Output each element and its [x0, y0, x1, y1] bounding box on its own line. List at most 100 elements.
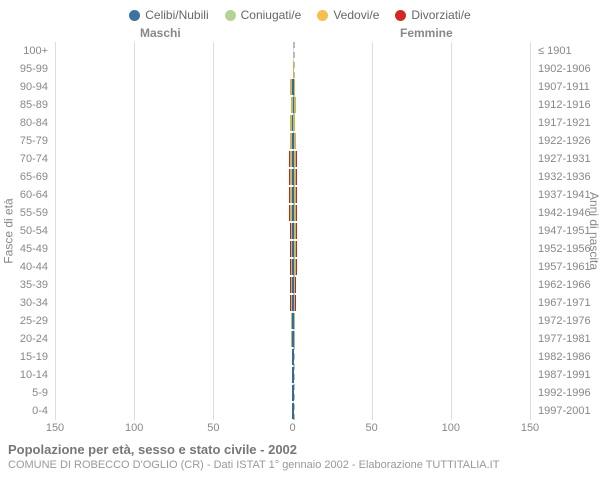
birth-label: 1997-2001	[538, 402, 600, 420]
segment	[293, 403, 294, 419]
birth-label: 1967-1971	[538, 294, 600, 312]
segment	[293, 349, 294, 365]
segment	[294, 331, 295, 347]
birth-label: 1987-1991	[538, 366, 600, 384]
x-tick: 0	[289, 422, 295, 434]
legend-item: Vedovi/e	[317, 8, 379, 22]
age-label: 95-99	[0, 60, 48, 78]
age-label: 35-39	[0, 276, 48, 294]
bar-container	[55, 61, 530, 77]
pyramid-row: 65-69 1932-1936	[0, 168, 600, 186]
pyramid-row: 45-491952-1956	[0, 240, 600, 258]
pyramid-row: 15-19 1982-1986	[0, 348, 600, 366]
pyramid-row: 55-591942-1946	[0, 204, 600, 222]
birth-label: 1962-1966	[538, 276, 600, 294]
female-bar	[293, 205, 297, 221]
segment	[293, 367, 294, 383]
pyramid-row: 30-34 1967-1971	[0, 294, 600, 312]
age-label: 70-74	[0, 150, 48, 168]
legend-label: Celibi/Nubili	[145, 8, 208, 22]
birth-label: 1932-1936	[538, 168, 600, 186]
female-bar	[293, 115, 295, 131]
legend-swatch	[395, 10, 406, 21]
legend-item: Divorziati/e	[395, 8, 470, 22]
segment	[295, 295, 296, 311]
bar-container	[55, 385, 530, 401]
age-label: 30-34	[0, 294, 48, 312]
x-tick: 150	[521, 422, 539, 434]
segment	[296, 151, 297, 167]
bar-container	[55, 169, 530, 185]
age-label: 45-49	[0, 240, 48, 258]
birth-label: ≤ 1901	[538, 42, 600, 60]
female-bar	[293, 79, 295, 95]
x-tick: 50	[207, 422, 219, 434]
pyramid-row: 35-39 1962-1966	[0, 276, 600, 294]
birth-label: 1917-1921	[538, 114, 600, 132]
age-label: 65-69	[0, 168, 48, 186]
segment	[295, 277, 296, 293]
female-bar	[293, 259, 297, 275]
bar-container	[55, 349, 530, 365]
bar-container	[55, 313, 530, 329]
legend-item: Celibi/Nubili	[129, 8, 208, 22]
age-label: 90-94	[0, 78, 48, 96]
birth-label: 1922-1926	[538, 132, 600, 150]
pyramid-row: 60-641937-1941	[0, 186, 600, 204]
female-bar	[293, 385, 294, 401]
birth-label: 1982-1986	[538, 348, 600, 366]
bar-container	[55, 241, 530, 257]
bar-container	[55, 277, 530, 293]
x-axis: 15010050050100150	[55, 420, 530, 436]
birth-label: 1907-1911	[538, 78, 600, 96]
bar-container	[55, 223, 530, 239]
segment	[296, 205, 297, 221]
age-label: 100+	[0, 42, 48, 60]
birth-label: 1992-1996	[538, 384, 600, 402]
segment	[295, 133, 296, 149]
female-bar	[293, 349, 294, 365]
birth-label: 1977-1981	[538, 330, 600, 348]
pyramid-row: 20-24 1977-1981	[0, 330, 600, 348]
legend-item: Coniugati/e	[225, 8, 302, 22]
birth-label: 1947-1951	[538, 222, 600, 240]
chart-footer: Popolazione per età, sesso e stato civil…	[0, 436, 600, 471]
age-label: 40-44	[0, 258, 48, 276]
age-label: 15-19	[0, 348, 48, 366]
female-bar	[293, 313, 295, 329]
age-label: 20-24	[0, 330, 48, 348]
female-bar	[293, 133, 296, 149]
legend-label: Coniugati/e	[241, 8, 302, 22]
legend-swatch	[317, 10, 328, 21]
female-bar	[293, 367, 294, 383]
birth-label: 1927-1931	[538, 150, 600, 168]
female-bar	[293, 151, 297, 167]
segment	[296, 187, 297, 203]
female-bar	[293, 169, 297, 185]
segment	[296, 259, 297, 275]
header-female: Femmine	[400, 26, 453, 40]
pyramid-row: 70-74 1927-1931	[0, 150, 600, 168]
header-male: Maschi	[140, 26, 181, 40]
gender-headers: Maschi Femmine	[0, 26, 600, 42]
segment	[296, 241, 297, 257]
pyramid-row: 85-891912-1916	[0, 96, 600, 114]
pyramid-row: 5-91992-1996	[0, 384, 600, 402]
x-tick: 100	[442, 422, 460, 434]
birth-label: 1972-1976	[538, 312, 600, 330]
age-label: 0-4	[0, 402, 48, 420]
bar-container	[55, 367, 530, 383]
female-bar	[293, 295, 296, 311]
female-bar	[293, 331, 295, 347]
chart-area: Fasce di età Anni di nascita 100+≤ 19019…	[0, 42, 600, 420]
birth-label: 1942-1946	[538, 204, 600, 222]
x-tick: 100	[125, 422, 143, 434]
pyramid-row: 80-841917-1921	[0, 114, 600, 132]
legend: Celibi/Nubili Coniugati/e Vedovi/e Divorzia…	[0, 0, 600, 26]
age-label: 10-14	[0, 366, 48, 384]
pyramid-rows: 100+≤ 190195-991902-190690-941907-191185…	[0, 42, 600, 420]
segment	[296, 169, 297, 185]
segment	[294, 115, 295, 131]
age-label: 25-29	[0, 312, 48, 330]
segment	[294, 79, 295, 95]
